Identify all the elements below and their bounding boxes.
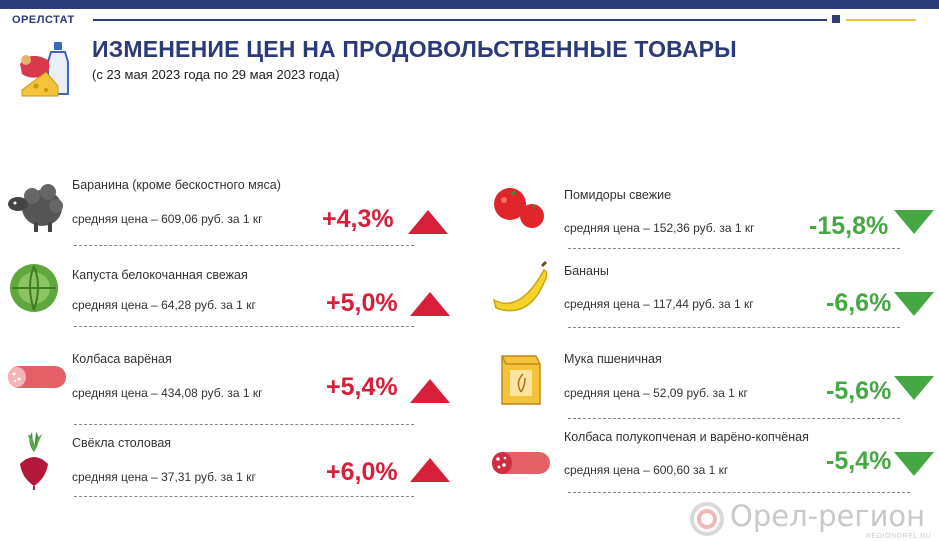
increase-arrow-icon <box>410 458 450 482</box>
left-item-cabbage: Капуста белокочанная свежая средняя цена… <box>6 258 450 338</box>
item-divider <box>568 492 910 493</box>
item-divider <box>74 424 414 425</box>
item-change: +5,0% <box>326 289 398 317</box>
page-title: ИЗМЕНЕНИЕ ЦЕН НА ПРОДОВОЛЬСТВЕННЫЕ ТОВАР… <box>92 36 737 62</box>
item-divider <box>74 326 414 327</box>
smoked-sausage-icon <box>492 452 550 474</box>
item-price: средняя цена – 152,36 руб. за 1 кг <box>564 221 755 235</box>
right-item-bananas: Бананы средняя цена – 117,44 руб. за 1 к… <box>490 258 934 338</box>
header-rule <box>93 19 827 21</box>
increase-arrow-icon <box>410 379 450 403</box>
item-change: -6,6% <box>826 289 892 317</box>
item-divider <box>74 496 414 497</box>
item-change: -15,8% <box>809 212 889 240</box>
header-rule-accent <box>846 19 916 21</box>
decrease-arrow-icon <box>894 292 934 316</box>
groceries-icon <box>20 42 69 97</box>
item-price: средняя цена – 37,31 руб. за 1 кг <box>72 470 256 484</box>
watermark: Орел-регион REGIONOREL.RU <box>690 499 932 540</box>
item-divider <box>74 245 414 246</box>
item-price: средняя цена – 64,28 руб. за 1 кг <box>72 298 256 312</box>
watermark-text: Орел-регион <box>730 499 926 533</box>
decrease-arrow-icon <box>894 376 934 400</box>
item-price: средняя цена – 609,06 руб. за 1 кг <box>72 212 263 226</box>
item-name: Баранина (кроме бескостного мяса) <box>72 178 281 192</box>
brand-label: ОРЕЛСТАТ <box>12 14 75 26</box>
item-price: средняя цена – 52,09 руб. за 1 кг <box>564 386 748 400</box>
beet-icon <box>20 432 48 490</box>
item-change: -5,6% <box>826 377 892 405</box>
left-item-mutton: Баранина (кроме бескостного мяса) средня… <box>6 172 448 252</box>
tomato-icon <box>494 188 544 228</box>
item-price: средняя цена – 117,44 руб. за 1 кг <box>564 297 754 311</box>
cabbage-icon <box>10 264 58 312</box>
item-name: Колбаса полукопченая и варёно-копчёная <box>564 430 809 444</box>
header-rule-marker <box>832 15 840 23</box>
top-bar <box>0 0 939 9</box>
right-item-smoked-sausage: Колбаса полукопченая и варёно-копчёная с… <box>490 426 934 506</box>
item-name: Свёкла столовая <box>72 436 172 450</box>
item-change: +4,3% <box>322 205 394 233</box>
item-divider <box>568 418 900 419</box>
item-divider <box>568 327 900 328</box>
item-change: +6,0% <box>326 458 398 486</box>
left-item-beet: Свёкла столовая средняя цена – 37,31 руб… <box>6 430 450 510</box>
banana-icon <box>492 260 548 312</box>
right-item-tomatoes: Помидоры свежие средняя цена – 152,36 ру… <box>490 178 934 258</box>
boiled-sausage-icon <box>8 366 66 388</box>
increase-arrow-icon <box>408 210 448 234</box>
left-item-boiled-sausage: Колбаса варёная средняя цена – 434,08 ру… <box>6 344 450 425</box>
right-item-flour: Мука пшеничная средняя цена – 52,09 руб.… <box>490 346 934 426</box>
orel-region-logo-icon <box>690 502 724 536</box>
item-change: -5,4% <box>826 447 892 475</box>
item-change: +5,4% <box>326 373 398 401</box>
decrease-arrow-icon <box>894 452 934 476</box>
sheep-icon <box>8 184 63 232</box>
item-name: Мука пшеничная <box>564 352 662 366</box>
item-name: Помидоры свежие <box>564 188 672 202</box>
item-name: Капуста белокочанная свежая <box>72 268 248 282</box>
watermark-subtext: REGIONOREL.RU <box>866 533 932 540</box>
flour-icon <box>501 355 541 405</box>
decrease-arrow-icon <box>894 210 934 234</box>
page-subtitle: (с 23 мая 2023 года по 29 мая 2023 года) <box>92 67 340 82</box>
item-name: Колбаса варёная <box>72 352 172 366</box>
item-divider <box>568 248 900 249</box>
item-price: средняя цена – 434,08 руб. за 1 кг <box>72 386 263 400</box>
item-name: Бананы <box>564 264 609 278</box>
item-price: средняя цена – 600,60 за 1 кг <box>564 463 729 477</box>
increase-arrow-icon <box>410 292 450 316</box>
